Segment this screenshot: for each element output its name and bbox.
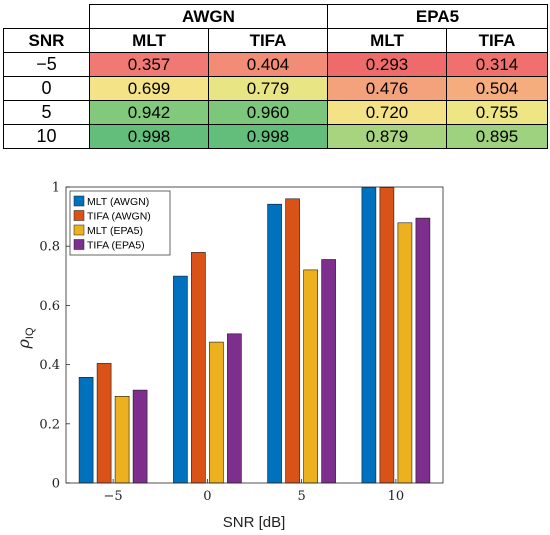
- bar: [267, 203, 282, 484]
- table-cell: 0.998: [208, 124, 328, 149]
- table-row: 0 0.699 0.779 0.476 0.504: [3, 76, 548, 101]
- legend: MLT (AWGN) TIFA (AWGN) MLT (EPA5) TIFA (EPA…: [69, 190, 171, 256]
- y-tick-label: 1: [52, 181, 60, 196]
- row-snr-label: 10: [3, 124, 90, 149]
- x-axis: −5 0 5 10: [104, 479, 405, 504]
- column-header-mlt-epa5: MLT: [327, 28, 447, 53]
- results-table: AWGN EPA5 SNR MLT TIFA MLT TIFA −5 0.357…: [3, 4, 548, 149]
- legend-swatch: [73, 210, 85, 221]
- bar: [379, 187, 395, 484]
- legend-swatch: [73, 224, 85, 236]
- y-axis-label: ρIQ: [14, 327, 36, 349]
- y-tick-label: 0: [52, 477, 60, 492]
- table-cell: 0.293: [327, 52, 447, 77]
- column-header-tifa-epa5: TIFA: [446, 28, 548, 53]
- table-cell: 0.879: [327, 124, 447, 149]
- legend-box: [69, 190, 171, 256]
- table-cell: 0.504: [446, 76, 548, 101]
- legend-label: TIFA (AWGN): [87, 211, 151, 223]
- table-corner-blank: [3, 4, 90, 29]
- bar: [303, 269, 318, 484]
- table-sub-header-row: SNR MLT TIFA MLT TIFA: [3, 28, 548, 53]
- table-cell: 0.779: [208, 76, 328, 101]
- group-header-epa5: EPA5: [327, 4, 548, 29]
- legend-label: MLT (EPA5): [87, 225, 143, 237]
- y-axis-label-symbol: ρ: [14, 339, 33, 350]
- x-tick-label: 5: [297, 489, 305, 504]
- table-cell: 0.720: [327, 100, 447, 125]
- legend-swatch: [73, 239, 85, 250]
- y-tick-label: 0.6: [39, 299, 60, 314]
- y-axis: 0 0.2 0.4 0.6 0.8 1: [39, 181, 70, 492]
- column-header-snr: SNR: [3, 28, 90, 53]
- table-row: −5 0.357 0.404 0.293 0.314: [3, 52, 548, 77]
- bar-chart: 0 0.2 0.4 0.6 0.8 1 −5 0 5 10 SNR [dB] ρIQ MLT (…: [0, 170, 550, 535]
- plot-frame: [65, 186, 444, 484]
- x-tick-label: −5: [104, 489, 123, 504]
- column-header-tifa-awgn: TIFA: [208, 28, 328, 53]
- table-cell: 0.942: [89, 100, 209, 125]
- bar: [397, 222, 413, 484]
- group-header-awgn: AWGN: [89, 4, 328, 29]
- bar: [227, 333, 242, 484]
- y-tick-label: 0.4: [39, 358, 60, 373]
- y-tick-label: 0.2: [39, 417, 60, 432]
- legend-label: MLT (AWGN): [87, 196, 149, 208]
- x-axis-label: SNR [dB]: [223, 514, 286, 531]
- bar: [191, 252, 206, 484]
- row-snr-label: 5: [3, 100, 90, 125]
- bar: [209, 341, 224, 484]
- bar: [321, 259, 336, 484]
- bar-group: [78, 187, 431, 484]
- table-cell: 0.314: [446, 52, 548, 77]
- table-group-header-row: AWGN EPA5: [3, 4, 548, 29]
- bar: [361, 187, 377, 484]
- row-snr-label: −5: [3, 52, 90, 77]
- column-header-mlt-awgn: MLT: [89, 28, 209, 53]
- table-cell: 0.699: [89, 76, 209, 101]
- bar: [132, 389, 148, 484]
- bar: [415, 217, 431, 484]
- y-axis-label-subscript: IQ: [24, 327, 36, 339]
- bar: [114, 396, 130, 484]
- table-cell: 0.755: [446, 100, 548, 125]
- x-tick-label: 0: [203, 489, 211, 504]
- table-cell: 0.357: [89, 52, 209, 77]
- x-tick-label: 10: [388, 489, 405, 504]
- bar: [173, 275, 188, 484]
- bar: [96, 363, 112, 484]
- table-cell: 0.404: [208, 52, 328, 77]
- table-cell: 0.895: [446, 124, 548, 149]
- table-row: 5 0.942 0.960 0.720 0.755: [3, 100, 548, 125]
- table-cell: 0.960: [208, 100, 328, 125]
- bar: [78, 377, 94, 484]
- table-cell: 0.476: [327, 76, 447, 101]
- table-cell: 0.998: [89, 124, 209, 149]
- y-tick-label: 0.8: [39, 240, 60, 255]
- row-snr-label: 0: [3, 76, 90, 101]
- legend-swatch: [73, 195, 85, 207]
- bar: [285, 198, 300, 484]
- legend-label: TIFA (EPA5): [87, 240, 145, 252]
- table-row: 10 0.998 0.998 0.879 0.895: [3, 124, 548, 149]
